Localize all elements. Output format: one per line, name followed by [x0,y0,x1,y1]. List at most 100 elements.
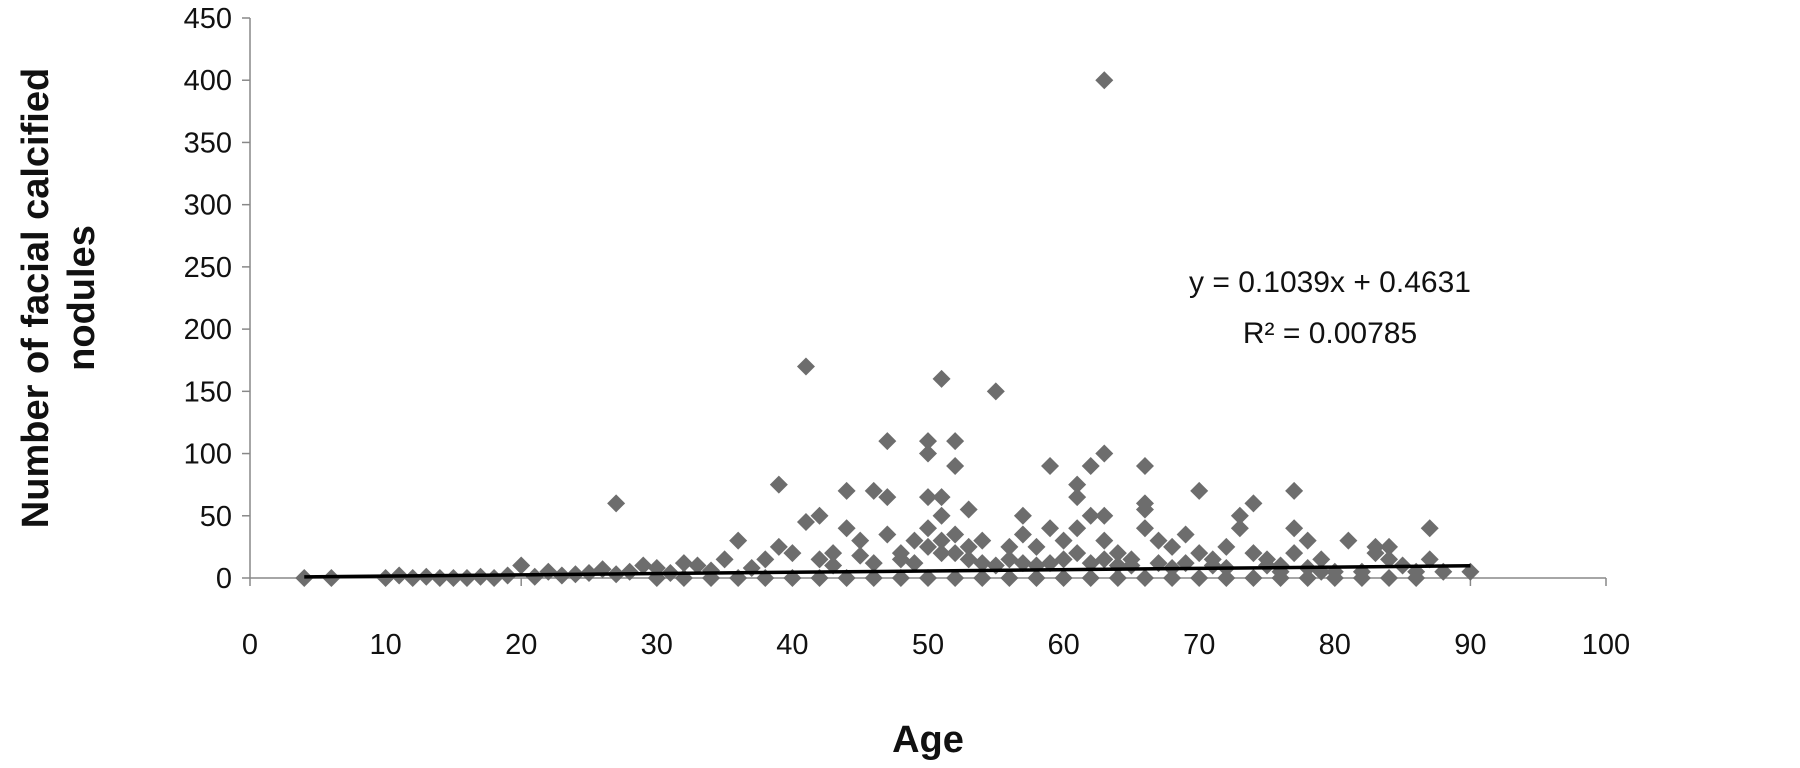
data-point [1027,569,1046,587]
data-point [986,382,1005,401]
data-point [769,537,788,556]
data-point [878,432,897,451]
data-point [1339,531,1358,550]
data-point [905,554,924,573]
x-tick-label: 50 [912,629,944,661]
data-point [932,488,951,507]
data-point [1081,457,1100,475]
data-point [512,556,531,575]
data-point [1135,500,1154,519]
data-point [688,556,707,575]
data-point [1285,544,1304,563]
data-point [932,544,951,563]
data-point [1190,481,1209,500]
data-point [932,506,951,525]
x-tick-label: 40 [776,629,808,661]
trendline-r-squared: R² = 0.00785 [1243,317,1417,350]
data-point [1054,550,1073,569]
data-point [1000,537,1019,556]
data-point [1285,481,1304,500]
data-point [959,550,978,569]
data-point [1285,519,1304,538]
data-point [864,554,883,573]
data-point [674,554,693,573]
data-point [959,500,978,519]
data-point [1081,506,1100,525]
data-point [1068,488,1087,507]
data-point [891,569,910,587]
y-tick-label: 400 [184,65,232,97]
data-point [1000,569,1019,587]
data-point [959,537,978,556]
y-tick-label: 50 [200,501,232,533]
x-tick-label: 70 [1183,629,1215,661]
data-point [1135,457,1154,475]
trendline [304,564,1471,579]
data-point [810,550,829,569]
data-point [295,569,314,587]
data-point [1135,519,1154,538]
data-point [919,537,937,556]
data-point [729,531,748,550]
data-point [946,544,965,563]
y-tick-label: 450 [184,3,232,35]
data-point [837,519,856,538]
data-point [1041,457,1060,475]
data-point [946,569,965,587]
data-point [1054,531,1073,550]
data-point [1027,537,1046,556]
data-point [1190,569,1209,587]
data-point [620,562,639,581]
data-point [1420,519,1439,538]
data-point [878,488,897,507]
data-point [1068,519,1087,538]
data-point [1041,519,1060,538]
data-point [1163,569,1182,587]
data-point [810,506,829,525]
data-point [1352,569,1371,587]
x-tick-label: 30 [641,629,673,661]
data-point [919,432,937,451]
data-point [1244,569,1263,587]
data-point [1013,554,1032,573]
y-tick-label: 0 [216,563,232,595]
data-point [1380,569,1399,587]
data-point [1230,519,1249,538]
data-point [1027,556,1046,575]
data-point [634,556,653,575]
data-point [932,531,951,550]
data-point [756,550,775,569]
data-point [444,569,463,587]
data-point [973,554,992,573]
data-point [946,525,965,544]
data-point [1407,569,1426,587]
data-point [430,569,449,587]
y-axis-title-line-2: nodules [61,225,103,371]
data-point [783,544,802,563]
data-point [525,567,544,586]
data-point [1230,506,1249,525]
x-tick-label: 60 [1047,629,1079,661]
data-point [1095,506,1114,525]
data-point [796,513,815,531]
data-point [403,569,422,587]
data-point [905,531,924,550]
y-axis-title-line-1: Number of facial calcified [15,68,57,528]
data-point [864,569,883,587]
data-point [376,569,395,587]
data-point [919,444,937,463]
data-point [891,550,910,569]
y-tick-label: 150 [184,376,232,408]
x-tick-label: 20 [505,629,537,661]
data-point [851,531,870,550]
data-point [1298,569,1317,587]
data-point [1081,569,1100,587]
x-axis-title: Age [892,719,964,761]
trendline-equation: y = 0.1039x + 0.4631 [1189,266,1471,299]
data-point [1095,71,1114,90]
data-point [1095,531,1114,550]
data-point [878,525,897,544]
data-point [1163,537,1182,556]
y-tick-label: 100 [184,439,232,471]
